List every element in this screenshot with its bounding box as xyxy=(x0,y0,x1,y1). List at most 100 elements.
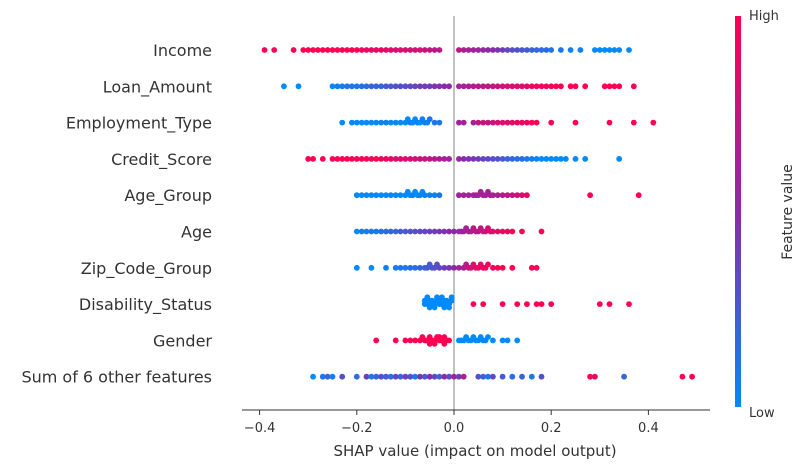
shap-point xyxy=(548,83,555,90)
shap-point xyxy=(431,156,438,162)
shap-point xyxy=(494,228,501,235)
feature-labels: Income Loan_Amount Employment_Type Credit_S… xyxy=(21,41,212,387)
shap-point xyxy=(329,373,336,380)
shap-point xyxy=(499,192,506,199)
shap-point xyxy=(261,47,268,53)
shap-point xyxy=(456,156,462,162)
x-tick-label: −0.4 xyxy=(244,421,276,436)
shap-point xyxy=(514,47,521,53)
shap-point xyxy=(538,83,545,90)
shap-point xyxy=(572,156,579,162)
shap-point xyxy=(431,47,438,53)
shap-point xyxy=(480,301,487,307)
shap-point xyxy=(519,373,525,380)
shap-point xyxy=(470,83,477,90)
shap-point xyxy=(514,83,521,90)
shap-point xyxy=(429,297,435,304)
feature-label: Income xyxy=(153,41,212,60)
shap-point xyxy=(504,192,511,199)
shap-point xyxy=(397,228,404,235)
shap-point xyxy=(528,156,535,162)
shap-point xyxy=(480,119,487,126)
shap-point xyxy=(548,47,555,53)
shap-point xyxy=(626,301,632,307)
shap-point xyxy=(465,83,472,90)
shap-point xyxy=(368,264,375,271)
shap-point xyxy=(543,156,550,162)
shap-point xyxy=(324,373,331,380)
shap-point xyxy=(441,264,448,271)
shap-point xyxy=(305,156,312,162)
shap-point xyxy=(383,119,389,126)
shap-point xyxy=(315,47,321,53)
shap-point xyxy=(387,47,394,53)
shap-point xyxy=(509,192,516,199)
shap-point xyxy=(470,47,477,53)
shap-point xyxy=(538,301,545,307)
shap-point xyxy=(358,156,365,162)
shap-point xyxy=(349,156,355,162)
x-axis: −0.4 −0.2 0.0 0.2 0.4 xyxy=(242,409,710,436)
shap-point xyxy=(460,47,467,53)
shap-point xyxy=(421,228,428,235)
shap-point xyxy=(407,337,414,344)
shap-point xyxy=(480,83,487,90)
shap-point xyxy=(349,83,355,90)
shap-point xyxy=(499,337,506,344)
shap-point xyxy=(387,83,394,90)
shap-point xyxy=(494,83,501,90)
shap-point xyxy=(465,156,472,162)
shap-point xyxy=(456,83,462,90)
shap-point xyxy=(397,156,404,162)
shap-point xyxy=(378,228,384,235)
shap-point xyxy=(417,156,423,162)
feature-label: Age xyxy=(181,223,212,242)
shap-point xyxy=(494,119,501,126)
shap-point xyxy=(412,373,418,380)
colorbar: High Low Feature value xyxy=(735,9,796,421)
shap-point xyxy=(519,228,525,235)
x-tick-label: 0.4 xyxy=(638,421,659,436)
shap-point xyxy=(443,297,450,304)
shap-point xyxy=(509,264,516,271)
shap-point xyxy=(397,264,404,271)
shap-point xyxy=(368,373,375,380)
shap-point xyxy=(421,156,428,162)
shap-point xyxy=(412,228,418,235)
shap-point xyxy=(329,156,336,162)
shap-point xyxy=(310,47,316,53)
shap-point xyxy=(533,264,540,271)
shap-point xyxy=(353,47,360,53)
shap-point xyxy=(499,47,506,53)
shap-point xyxy=(494,156,501,162)
shap-point xyxy=(514,119,521,126)
shap-point xyxy=(353,192,360,199)
shap-point xyxy=(358,228,365,235)
shap-point xyxy=(470,301,477,307)
shap-point xyxy=(373,83,380,90)
shap-point xyxy=(421,83,428,90)
shap-point xyxy=(358,47,365,53)
shap-point xyxy=(436,47,443,53)
shap-point xyxy=(431,119,438,126)
shap-point xyxy=(514,156,521,162)
shap-point xyxy=(475,156,482,162)
shap-point xyxy=(470,156,477,162)
shap-point xyxy=(485,83,491,90)
shap-point xyxy=(358,83,365,90)
shap-point xyxy=(679,373,686,380)
shap-point xyxy=(558,47,564,53)
shap-point xyxy=(611,83,618,90)
shap-point xyxy=(572,119,579,126)
shap-point xyxy=(363,156,370,162)
x-tick-label: −0.2 xyxy=(341,421,373,436)
shap-point xyxy=(582,83,589,90)
shap-point xyxy=(353,373,360,380)
shap-point xyxy=(441,304,448,311)
shap-point xyxy=(378,83,384,90)
shap-point xyxy=(490,192,496,199)
shap-point xyxy=(519,156,525,162)
shap-point xyxy=(368,47,375,53)
shap-point xyxy=(494,47,501,53)
shap-point xyxy=(387,228,394,235)
